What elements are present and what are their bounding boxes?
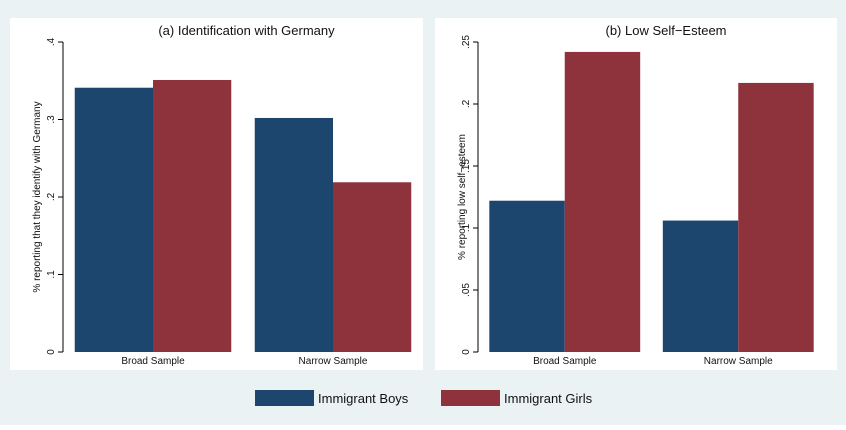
bar-boys-broad: [489, 200, 565, 352]
chart-panel-identification: (a) Identification with Germany 0 .1 .2 .3 .4…: [10, 18, 423, 370]
chart-title: (a) Identification with Germany: [158, 23, 335, 38]
y-tick-label: .2: [46, 192, 57, 201]
y-axis-label: % reporting low self−esteem: [457, 134, 468, 260]
bar-girls-broad: [153, 79, 232, 352]
legend: Immigrant Boys Immigrant Girls: [250, 380, 605, 414]
y-axis-label: % reporting that they identify with Germ…: [32, 101, 43, 292]
bar-girls-broad: [564, 51, 641, 353]
bar-girls-narrow: [738, 82, 814, 353]
y-tick-label: .25: [461, 35, 472, 49]
bar-boys-broad: [74, 87, 153, 352]
y-tick-label: .15: [461, 159, 472, 173]
legend-label-girls: Immigrant Girls: [504, 391, 593, 406]
x-tick-label: Narrow Sample: [704, 356, 773, 367]
y-tick-label: 0: [46, 349, 57, 355]
y-tick-label: .2: [461, 99, 472, 108]
bar-boys-narrow: [662, 220, 739, 352]
y-tick-label: .4: [46, 37, 57, 46]
y-tick-label: .3: [46, 115, 57, 124]
x-tick-label: Narrow Sample: [299, 356, 368, 367]
legend-swatch-girls: [441, 390, 500, 406]
chart-title: (b) Low Self−Esteem: [605, 23, 726, 38]
y-tick-label: 0: [461, 349, 472, 355]
legend-label-boys: Immigrant Boys: [318, 391, 409, 406]
x-tick-label: Broad Sample: [533, 356, 597, 367]
legend-swatch-boys: [255, 390, 314, 406]
bar-girls-narrow: [333, 182, 412, 352]
y-tick-label: .05: [461, 283, 472, 297]
chart-panel-self-esteem: (b) Low Self−Esteem 0 .05 .1 .15 .2 .25 % repor…: [435, 18, 837, 370]
bar-boys-narrow: [254, 117, 333, 352]
y-tick-label: .1: [461, 223, 472, 232]
y-tick-label: .1: [46, 270, 57, 279]
x-tick-label: Broad Sample: [121, 356, 185, 367]
